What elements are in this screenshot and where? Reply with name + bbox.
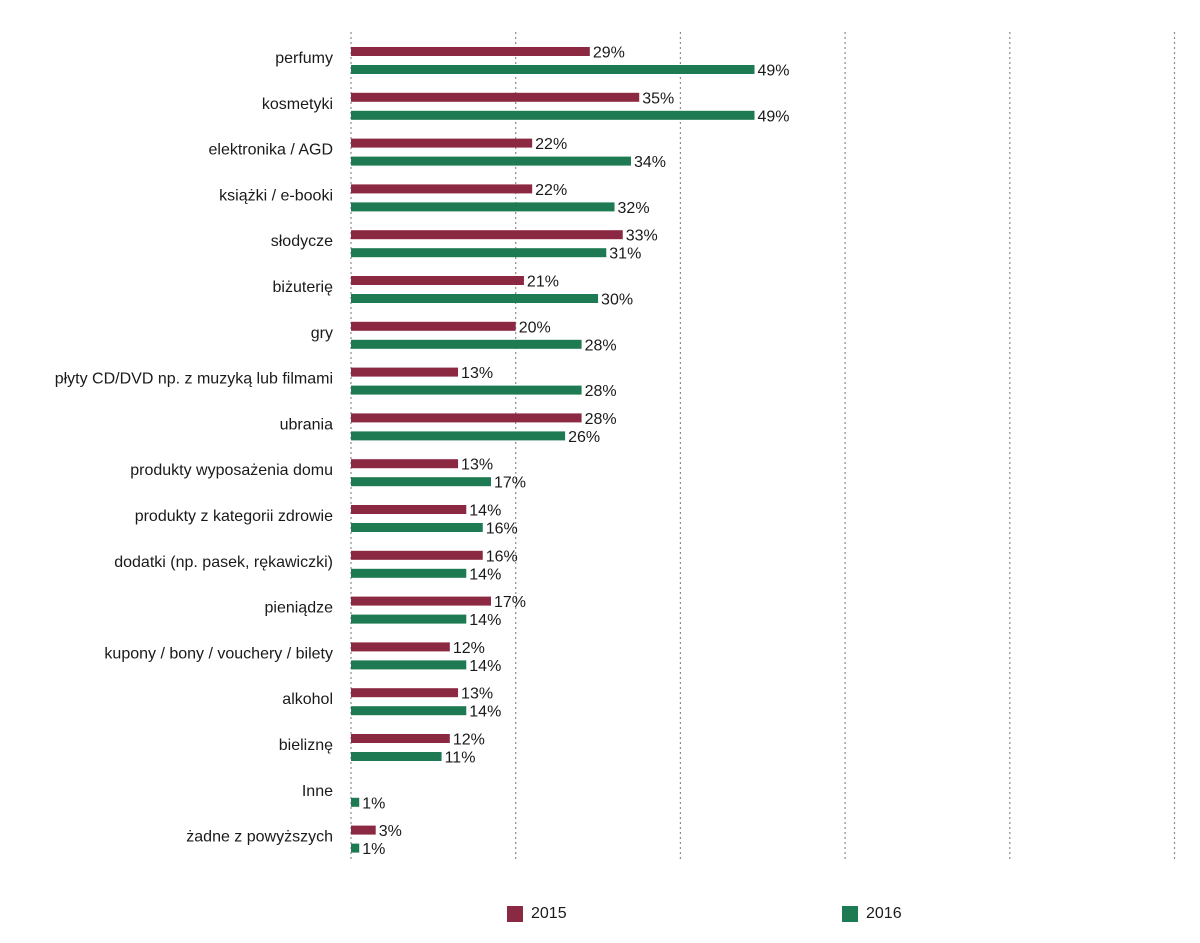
value-label-2016: 49%: [758, 108, 790, 125]
value-label-2016: 30%: [601, 292, 633, 309]
value-label-2015: 14%: [469, 503, 501, 520]
bar-2015: [351, 459, 459, 469]
category-label: ubrania: [280, 416, 333, 433]
value-label-2015: 12%: [453, 732, 485, 749]
legend-label-2016: 2016: [866, 905, 902, 922]
bars: [351, 47, 755, 853]
bar-2015: [351, 505, 467, 514]
bar-2016: [351, 660, 467, 670]
category-label: kosmetyki: [262, 96, 333, 113]
value-label-2016: 14%: [469, 658, 501, 675]
bar-2016: [351, 385, 582, 395]
value-label-2016: 28%: [585, 383, 617, 400]
bar-2015: [351, 642, 450, 652]
bar-2015: [351, 47, 590, 56]
value-label-2016: 14%: [469, 566, 501, 583]
value-label-2016: 11%: [445, 750, 476, 767]
value-label-2016: 1%: [362, 841, 385, 858]
value-label-2015: 16%: [486, 548, 518, 565]
value-label-2015: 13%: [461, 686, 493, 703]
bar-2015: [351, 230, 623, 240]
legend-item-2016: 2016: [842, 905, 902, 923]
value-label-2015: 29%: [593, 45, 625, 62]
bar-2016: [351, 797, 360, 807]
grid-lines: [350, 32, 1176, 860]
category-label: produkty wyposażenia domu: [130, 462, 333, 479]
bar-2015: [351, 92, 640, 102]
category-label: alkohol: [282, 691, 333, 708]
category-label: bieliznę: [279, 737, 333, 754]
category-label: słodycze: [271, 233, 333, 250]
bar-2016: [351, 156, 631, 166]
bar-2015: [351, 734, 450, 743]
value-label-2016: 14%: [469, 704, 501, 721]
bar-2015: [351, 184, 533, 194]
value-label-2016: 16%: [486, 521, 518, 538]
legend-swatch-2016: [842, 906, 858, 922]
value-label-2015: 35%: [642, 90, 674, 107]
bar-2016: [351, 614, 467, 624]
category-label: gry: [311, 325, 333, 342]
value-label-2016: 17%: [494, 475, 526, 492]
value-label-2016: 49%: [758, 63, 790, 80]
legend-label-2015: 2015: [531, 905, 567, 922]
bar-2016: [351, 706, 467, 716]
value-label-2015: 3%: [379, 823, 402, 840]
bar-2015: [351, 413, 582, 423]
value-label-2015: 20%: [519, 319, 551, 336]
category-label: płyty CD/DVD np. z muzyką lub filmami: [55, 371, 333, 388]
category-label: elektronika / AGD: [209, 142, 334, 159]
bar-2016: [351, 202, 615, 212]
value-label-2015: 21%: [527, 274, 559, 291]
bar-2016: [351, 110, 755, 120]
category-label: pieniądze: [265, 600, 334, 617]
bar-2015: [351, 825, 376, 835]
category-label: kupony / bony / vouchery / bilety: [104, 645, 333, 662]
category-label: żadne z powyższych: [186, 829, 333, 846]
labels: perfumy 29% 49% kosmetyki 35% 49% elektronika …: [55, 45, 790, 859]
value-label-2016: 34%: [634, 154, 666, 171]
bar-2016: [351, 339, 582, 349]
bar-2016: [351, 65, 755, 74]
value-label-2015: 13%: [461, 457, 493, 474]
value-label-2016: 28%: [585, 337, 617, 354]
value-label-2016: 31%: [609, 246, 641, 263]
category-label: biżuterię: [273, 279, 334, 296]
bar-2016: [351, 568, 467, 578]
value-label-2015: 12%: [453, 640, 485, 657]
legend-swatch-2015: [507, 906, 523, 922]
bar-2015: [351, 596, 491, 606]
category-label: perfumy: [275, 50, 333, 67]
bar-2016: [351, 477, 491, 487]
bar-2016: [351, 431, 566, 441]
value-label-2015: 13%: [461, 365, 493, 382]
value-label-2015: 22%: [535, 136, 567, 153]
category-label: produkty z kategorii zdrowie: [135, 508, 333, 525]
value-label-2015: 17%: [494, 594, 526, 611]
bar-2016: [351, 523, 483, 532]
value-label-2016: 32%: [618, 200, 650, 217]
category-label: dodatki (np. pasek, rękawiczki): [114, 554, 333, 571]
bar-2016: [351, 843, 360, 853]
bar-2015: [351, 276, 524, 285]
bar-2015: [351, 367, 459, 377]
bar-2016: [351, 752, 442, 761]
value-label-2016: 14%: [469, 612, 501, 629]
category-label: Inne: [302, 783, 333, 800]
bar-2015: [351, 321, 516, 331]
value-label-2016: 26%: [568, 429, 600, 446]
bar-2015: [351, 138, 533, 148]
value-label-2015: 28%: [585, 411, 617, 428]
legend-item-2015: 2015: [507, 905, 567, 923]
category-label: książki / e-booki: [219, 187, 333, 204]
bar-2015: [351, 688, 459, 698]
value-label-2015: 22%: [535, 182, 567, 199]
bar-2016: [351, 294, 599, 303]
value-label-2015: 33%: [626, 228, 658, 245]
bar-2015: [351, 550, 483, 560]
bar-2016: [351, 248, 607, 258]
value-label-2016: 1%: [362, 795, 385, 812]
